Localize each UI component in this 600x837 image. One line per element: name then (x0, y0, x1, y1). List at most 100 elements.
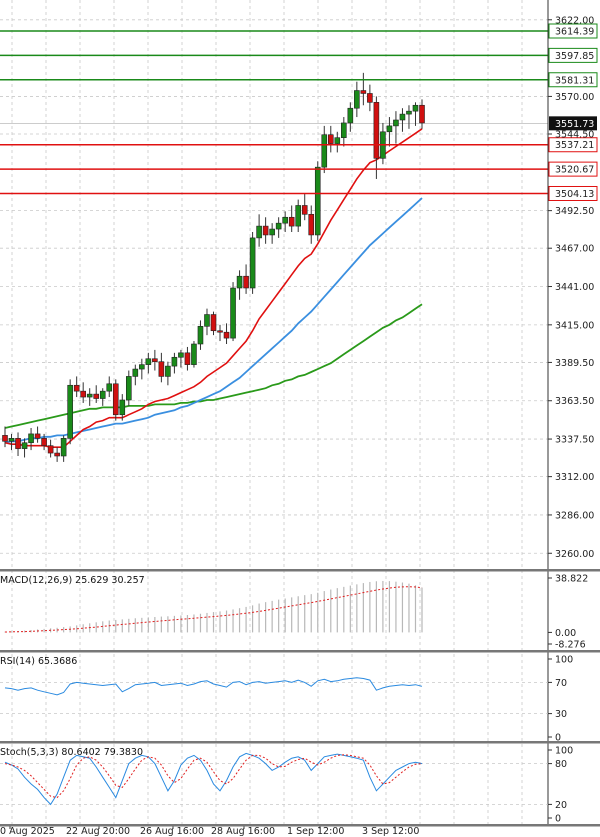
current-price-box (549, 116, 597, 131)
candle (28, 428, 34, 451)
macd-tick-label: -8.276 (555, 640, 586, 651)
candle-body (139, 364, 145, 370)
candle (21, 438, 28, 458)
candle-body (210, 314, 217, 332)
price-level-label: 3614.39 (555, 27, 594, 38)
stoch-tick-label: 0 (555, 814, 561, 825)
macd-signal-line (4, 586, 423, 633)
candle (321, 125, 328, 174)
candle-body (217, 330, 223, 333)
candle (314, 161, 321, 241)
candle-body (184, 352, 191, 365)
candle-body (327, 134, 334, 144)
candle-body (354, 90, 360, 109)
macd-tick-label: 0.00 (555, 628, 576, 639)
candle (171, 352, 178, 374)
candle (47, 439, 54, 458)
candle (60, 435, 67, 462)
panel-separator (0, 650, 600, 653)
candle (354, 81, 360, 118)
price-tick-label: 3389.50 (555, 358, 594, 369)
candle (282, 211, 288, 232)
stoch-tick-label: 100 (555, 746, 573, 757)
candle (295, 199, 302, 232)
candle-body (373, 102, 380, 159)
candle (262, 217, 269, 244)
candle (158, 352, 165, 383)
candle (393, 111, 399, 144)
candle-body (288, 216, 295, 227)
candle (301, 193, 308, 221)
candle-body (223, 331, 230, 339)
candle (8, 433, 15, 451)
stoch-tick-label: 20 (555, 800, 567, 811)
candle-body (15, 438, 21, 449)
candle-body (275, 222, 282, 230)
stochastic-panel: 100 80 20 0 (0, 746, 573, 825)
candle-body (125, 376, 132, 401)
candle-body (93, 393, 100, 399)
candle-body (204, 314, 210, 327)
candle (106, 376, 113, 398)
candle (327, 125, 334, 153)
price-level-box (548, 47, 598, 63)
candle-body (178, 352, 184, 358)
candle-body (256, 225, 262, 239)
candle (15, 432, 21, 456)
panel-separator (0, 569, 600, 572)
candle (41, 433, 47, 451)
candle-body (197, 326, 204, 345)
candle-body (67, 384, 73, 439)
time-tick-label: 3 Sep 12:00 (362, 826, 419, 837)
candle-body (406, 110, 412, 115)
candle-body (236, 275, 243, 289)
candle-body (321, 134, 328, 168)
rsi-tick-label: 70 (555, 678, 567, 689)
candle-body (54, 452, 60, 457)
grid-lines (0, 0, 548, 825)
candle (191, 341, 197, 368)
candle-body (80, 390, 86, 398)
candle (145, 352, 152, 374)
candle-body (262, 225, 269, 236)
candle-body (191, 343, 197, 365)
candle (360, 72, 367, 106)
rsi-panel: 100 70 30 0 (0, 655, 573, 744)
price-level-box (548, 23, 598, 39)
stoch-d-line (4, 754, 423, 799)
stoch-k-line (4, 752, 423, 806)
candle-body (314, 166, 321, 236)
candle (165, 361, 171, 386)
candle-body (243, 275, 249, 289)
price-tick-label: 3312.00 (555, 472, 594, 483)
candle (217, 324, 223, 342)
candle-body (152, 358, 158, 362)
rsi-line (4, 677, 423, 696)
candle (412, 102, 419, 126)
stoch-label: Stoch(5,3,3) 80.6402 79.3830 (0, 747, 143, 758)
candle-body (419, 104, 425, 124)
candle (334, 131, 341, 153)
candle (236, 270, 243, 300)
candle-body (99, 390, 106, 399)
ma-green-line (4, 303, 423, 429)
candle-body (8, 438, 15, 442)
price-level-label: 3597.85 (555, 51, 594, 62)
time-tick-label: 28 Aug 16:00 (211, 826, 275, 837)
moving-averages (4, 128, 423, 449)
candle (184, 346, 191, 371)
candle-body (21, 442, 28, 449)
candle (269, 223, 275, 244)
candle (243, 264, 249, 294)
candle (73, 376, 80, 398)
candle (34, 426, 41, 443)
candle-body (301, 205, 308, 215)
candlesticks[interactable] (2, 72, 425, 462)
price-tick-label: 3492.50 (555, 206, 594, 217)
candle (197, 320, 204, 350)
candle-body (119, 399, 126, 416)
candle-body (2, 435, 8, 442)
candle-body (171, 356, 178, 367)
candle-body (112, 383, 119, 416)
